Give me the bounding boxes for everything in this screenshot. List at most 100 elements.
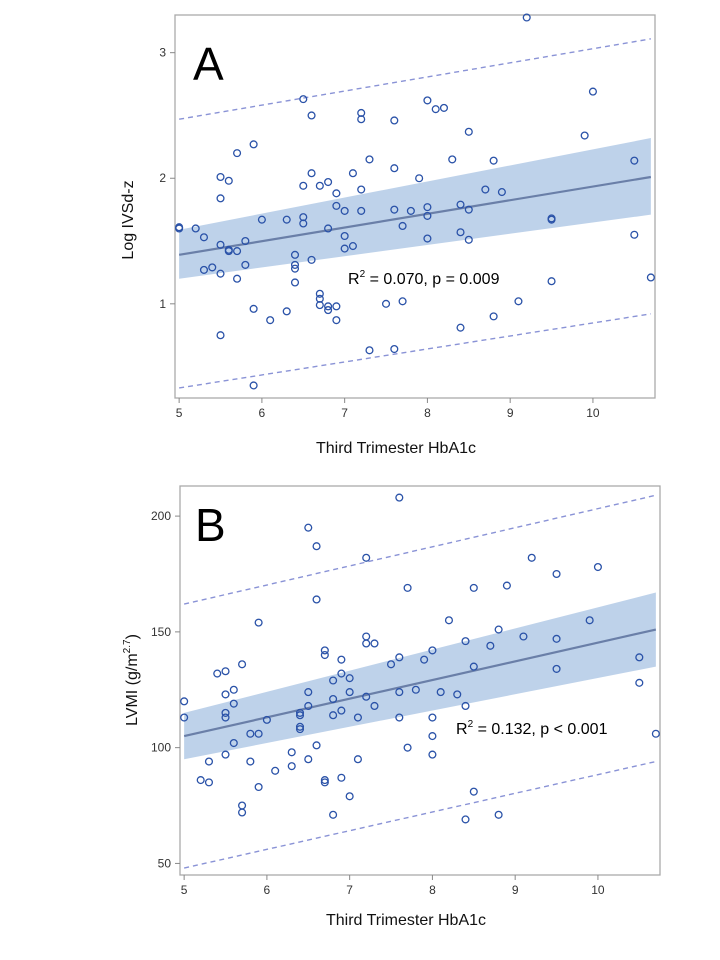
panel-a-data-point <box>390 344 399 354</box>
panel-a-data-point <box>357 115 366 124</box>
panel-a-x-axis-title: Third Trimester HbA1c <box>316 440 476 457</box>
panel-a-x-tick-label: 7 <box>341 406 348 420</box>
panel-a-data-point <box>481 185 490 194</box>
panel-b-data-point <box>304 688 313 697</box>
panel-b-r2-superscript: 2 <box>468 719 474 730</box>
panel-a-confidence-band <box>179 138 651 279</box>
panel-b-x-tick-label: 7 <box>346 883 353 897</box>
panel-a-data-point <box>340 206 349 215</box>
panel-a-data-point <box>224 176 233 185</box>
panel-b-data-point <box>337 706 346 715</box>
panel-b-data-point <box>593 562 602 572</box>
panel-a-data-point <box>398 297 407 306</box>
panel-b-data-point <box>254 782 263 792</box>
panel-b-data-point <box>651 729 660 738</box>
panel-b-data-point <box>428 750 437 759</box>
panel-a-regression-line <box>178 175 652 256</box>
panel-b-data-point <box>444 616 454 625</box>
panel-b-y-axis-title-end: ) <box>124 634 141 639</box>
panel-a-data-point <box>249 140 258 149</box>
panel-a-data-point <box>315 181 324 190</box>
panel-b-data-point <box>312 741 321 750</box>
panel-a-data-point <box>233 247 242 256</box>
panel-a-data-point <box>175 224 184 233</box>
panel-a-data-point <box>216 194 225 203</box>
panel-b-data-point <box>295 711 305 720</box>
panel-b-data-point <box>428 732 437 741</box>
panel-a-data-point <box>547 215 556 224</box>
panel-a-data-point <box>630 230 639 239</box>
panel-a-data-point <box>290 260 300 269</box>
panel-b-data-point <box>329 694 338 704</box>
panel-b-data-point <box>329 711 338 720</box>
panel-a-data-point <box>497 188 506 197</box>
panel-b-data-point <box>486 641 495 650</box>
panel-b-y-axis-title-superscript: 2.7 <box>122 639 133 653</box>
panel-a-data-point <box>233 149 242 158</box>
panel-b-regression-line <box>183 628 657 738</box>
panel-b-data-point <box>312 595 321 604</box>
panel-a-data-point <box>547 277 556 286</box>
panel-b-prediction-upper-line <box>183 494 657 605</box>
panel-b-data-point <box>287 762 296 771</box>
panel-b-data-point <box>304 523 313 532</box>
panel-a-data-point <box>216 269 225 278</box>
panel-a-data-point <box>199 265 209 274</box>
panel-b-data-point <box>386 660 396 669</box>
panel-b-data-point <box>295 708 305 717</box>
panel-a-label: A <box>193 38 224 90</box>
panel-a-data-point <box>448 155 457 164</box>
panel-a-data-point <box>324 177 333 187</box>
panel-b-x-tick-label: 10 <box>591 883 605 897</box>
panel-b-data-point <box>320 778 329 787</box>
panel-a-data-point <box>398 221 407 231</box>
panel-b-data-point <box>635 678 644 687</box>
panel-b-data-point <box>403 743 412 752</box>
panel-b-data-point <box>370 639 379 648</box>
panel-a-data-point <box>282 307 291 316</box>
panel-a-prediction-upper-line <box>179 38 651 120</box>
panel-b-data-point <box>395 688 404 697</box>
panel-a-x-tick-label: 6 <box>259 406 266 420</box>
panel-b-data-point <box>635 653 644 662</box>
panel-b-data-point <box>353 713 362 722</box>
panel-b-x-tick-label: 6 <box>264 883 271 897</box>
panel-b-data-point <box>494 810 503 819</box>
panel-b-x-tick-label: 9 <box>512 883 519 897</box>
panel-a-data-point <box>299 181 308 190</box>
panel-b-y-tick-label: 100 <box>151 741 171 755</box>
panel-b-r2-prefix: R <box>456 721 468 738</box>
panel-a-data-point <box>456 200 465 209</box>
panel-b-data-point <box>411 685 420 694</box>
panel-b-data-point <box>552 664 561 673</box>
panel-b-data-point <box>469 583 478 592</box>
panel-b-data-point <box>436 688 445 697</box>
panel-b-data-point <box>353 755 362 764</box>
panel-a-data-point <box>464 205 473 214</box>
panel-a-y-tick-label: 1 <box>159 297 166 311</box>
panel-a-x-tick-label: 9 <box>507 406 514 420</box>
panel-b-data-point <box>204 778 214 787</box>
panel-a-data-point <box>348 169 357 178</box>
panel-a-data-point <box>307 169 316 178</box>
panel-a-data-point <box>489 156 498 165</box>
panel-b: 5 6 7 8 9 10 50 100 150 200 B R2 = 0.132, p < 0.0… <box>122 485 661 929</box>
panel-a-data-point <box>365 155 374 164</box>
panel-b-y-axis-title-main: LVMI (g/m <box>124 653 141 726</box>
panel-a-data-point <box>216 172 225 182</box>
panel-a-x-tick-label: 5 <box>176 406 183 420</box>
panel-b-data-point <box>312 542 321 551</box>
panel-b-data-point <box>213 669 222 678</box>
panel-a-data-point <box>224 245 233 254</box>
panel-a-data-point <box>241 260 250 269</box>
panel-b-data-point <box>345 792 354 801</box>
panel-b-data-point <box>461 701 470 711</box>
panel-a-data-point <box>456 228 465 237</box>
panel-a-data-point <box>299 95 308 104</box>
panel-b-data-point <box>370 701 379 711</box>
panel-b-data-point <box>403 583 412 592</box>
panel-b-data-point <box>337 655 346 664</box>
panel-a-r2-prefix: R <box>348 271 360 288</box>
panel-a-data-point <box>315 289 324 298</box>
panel-b-data-point <box>254 729 263 738</box>
